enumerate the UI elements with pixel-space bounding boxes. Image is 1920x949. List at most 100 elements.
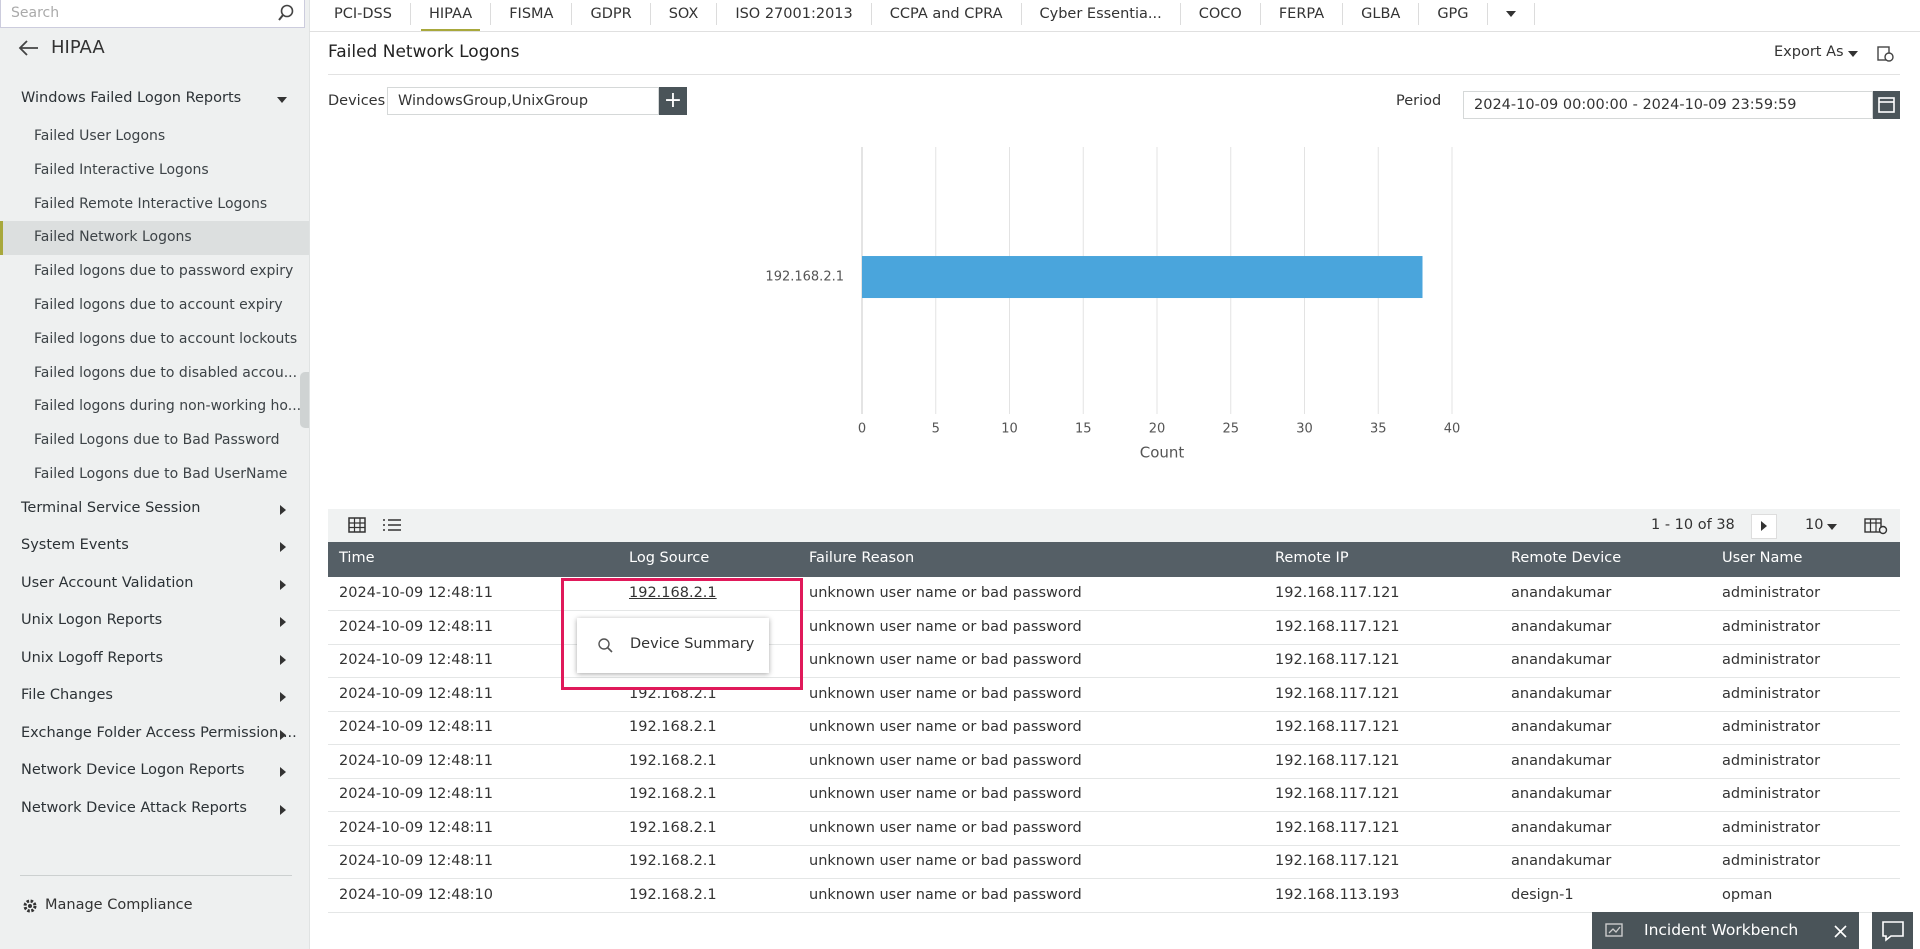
table-cell: unknown user name or bad password — [809, 652, 1082, 668]
table-cell: anandakumar — [1511, 752, 1612, 769]
table-cell: anandakumar — [1511, 685, 1612, 702]
menu-item[interactable]: Failed logons due to password expiry — [0, 255, 309, 289]
menu-group[interactable]: System Events — [21, 537, 129, 554]
close-icon[interactable] — [1834, 925, 1847, 938]
next-page[interactable] — [1751, 514, 1777, 539]
context-menu: Device Summary — [577, 618, 769, 673]
tab[interactable]: ISO 27001:2013 — [717, 3, 872, 25]
table-cell: anandakumar — [1511, 786, 1612, 802]
grid-view-icon[interactable] — [348, 517, 366, 533]
tab[interactable]: GLBA — [1343, 3, 1420, 25]
incident-workbench-bar[interactable]: Incident Workbench — [1592, 912, 1859, 949]
column-header[interactable]: Log Source — [629, 550, 710, 566]
menu-item[interactable]: Failed logons due to account expiry — [0, 289, 309, 323]
page-size-caret — [1827, 524, 1837, 530]
chat-button[interactable] — [1872, 912, 1913, 949]
period-input[interactable]: 2024-10-09 00:00:00 - 2024-10-09 23:59:5… — [1463, 91, 1873, 119]
divider — [328, 74, 1900, 75]
calendar-button[interactable] — [1873, 91, 1900, 119]
period-value: 2024-10-09 00:00:00 - 2024-10-09 23:59:5… — [1474, 97, 1797, 113]
tab[interactable]: FERPA — [1261, 3, 1344, 25]
table-cell: 2024-10-09 12:48:11 — [339, 853, 493, 869]
manage-compliance[interactable]: Manage Compliance — [45, 897, 193, 913]
column-header[interactable]: Failure Reason — [809, 550, 915, 566]
table-cell: 2024-10-09 12:48:11 — [339, 752, 493, 769]
expand-caret — [280, 729, 286, 740]
menu-item[interactable]: Failed Remote Interactive Logons — [0, 188, 309, 222]
column-header[interactable]: User Name — [1722, 550, 1803, 566]
menu-item[interactable]: Failed Logons due to Bad Password — [0, 424, 309, 458]
x-tick-label: 0 — [858, 422, 866, 437]
tab[interactable]: PCI-DSS — [316, 3, 411, 25]
menu-group[interactable]: User Account Validation — [21, 574, 194, 591]
tab[interactable]: GDPR — [572, 3, 651, 25]
menu-group[interactable]: File Changes — [21, 687, 113, 704]
menu-item[interactable]: Failed logons due to disabled accou... — [0, 357, 309, 391]
row-divider — [328, 844, 1900, 846]
tab[interactable]: FISMA — [491, 3, 573, 25]
tab-more-caret — [1505, 11, 1516, 17]
table-cell: opman — [1722, 886, 1773, 903]
table-cell: administrator — [1722, 752, 1821, 769]
expand-caret — [277, 97, 287, 103]
menu-group[interactable]: Unix Logon Reports — [21, 612, 163, 629]
column-header[interactable]: Time — [339, 550, 375, 566]
list-view-icon[interactable] — [382, 517, 402, 533]
search-box[interactable]: Search — [0, 0, 305, 28]
tab[interactable]: HIPAA — [411, 3, 492, 31]
row-divider — [328, 911, 1900, 913]
table-cell: 192.168.117.121 — [1275, 719, 1400, 735]
tab-more[interactable] — [1488, 3, 1535, 25]
menu-item-label: Failed logons due to password expiry — [34, 263, 294, 280]
tab[interactable]: GPG — [1419, 3, 1488, 25]
column-header[interactable]: Remote IP — [1275, 550, 1349, 566]
tab[interactable]: CCPA and CPRA — [872, 3, 1022, 25]
menu-item[interactable]: Failed logons during non-working ho... — [0, 390, 309, 424]
menu-group[interactable]: Network Device Logon Reports — [21, 762, 245, 779]
expand-caret — [280, 504, 286, 515]
devices-input[interactable]: WindowsGroup,UnixGroup — [387, 87, 659, 115]
tabs: PCI-DSS HIPAA FISMA GDPR SOX ISO 27001:2013 CC… — [316, 0, 1535, 31]
menu-item[interactable]: Failed User Logons — [0, 120, 309, 154]
log-source-link[interactable]: 192.168.2.1 — [629, 585, 717, 601]
expand-caret — [280, 767, 286, 778]
menu-group[interactable]: Exchange Folder Access Permission ... — [21, 724, 297, 741]
columns-icon[interactable] — [1864, 517, 1888, 535]
back-title: HIPAA — [51, 37, 105, 58]
menu-item[interactable]: Failed logons due to account lockouts — [0, 323, 309, 357]
table-cell: administrator — [1722, 719, 1821, 735]
menu-item[interactable]: Failed Logons due to Bad UserName — [0, 458, 309, 492]
menu-group[interactable]: Terminal Service Session — [21, 499, 201, 516]
tab[interactable]: COCO — [1181, 3, 1261, 25]
menu-group[interactable]: Network Device Attack Reports — [21, 799, 247, 816]
table-cell: anandakumar — [1511, 719, 1612, 735]
incident-workbench-label: Incident Workbench — [1644, 921, 1799, 939]
gear-icon — [23, 899, 37, 913]
export-caret — [1848, 51, 1858, 57]
back-arrow[interactable] — [18, 39, 40, 57]
export-button[interactable]: Export As — [1774, 44, 1844, 60]
table-cell: unknown user name or bad password — [809, 752, 1082, 769]
table-cell: 2024-10-09 12:48:11 — [339, 618, 493, 635]
device-summary[interactable]: Device Summary — [630, 636, 755, 652]
menu-item[interactable]: Failed Interactive Logons — [0, 154, 309, 188]
table-cell: 192.168.117.121 — [1275, 752, 1400, 769]
row-divider — [328, 677, 1900, 678]
add-device-button[interactable]: + — [659, 87, 687, 115]
y-tick-label: 192.168.2.1 — [765, 270, 844, 285]
menu-group[interactable]: Unix Logoff Reports — [21, 649, 164, 666]
tab[interactable]: Cyber Essentia... — [1022, 3, 1181, 25]
table-cell: design-1 — [1511, 886, 1574, 903]
x-tick-label: 30 — [1296, 422, 1313, 437]
tab[interactable]: SOX — [651, 3, 718, 25]
menu-item[interactable]: Failed Network Logons — [0, 221, 309, 256]
page-size[interactable]: 10 — [1805, 517, 1824, 533]
expand-caret — [280, 692, 286, 703]
table-cell: 192.168.2.1 — [629, 886, 717, 903]
column-header[interactable]: Remote Device — [1511, 550, 1622, 566]
x-tick-label: 5 — [932, 422, 940, 437]
collapse-handle[interactable] — [300, 372, 309, 428]
menu-item-label: Failed logons due to account lockouts — [34, 330, 298, 347]
schedule-icon[interactable] — [1876, 45, 1894, 63]
menu-group[interactable]: Windows Failed Logon Reports — [21, 90, 242, 106]
